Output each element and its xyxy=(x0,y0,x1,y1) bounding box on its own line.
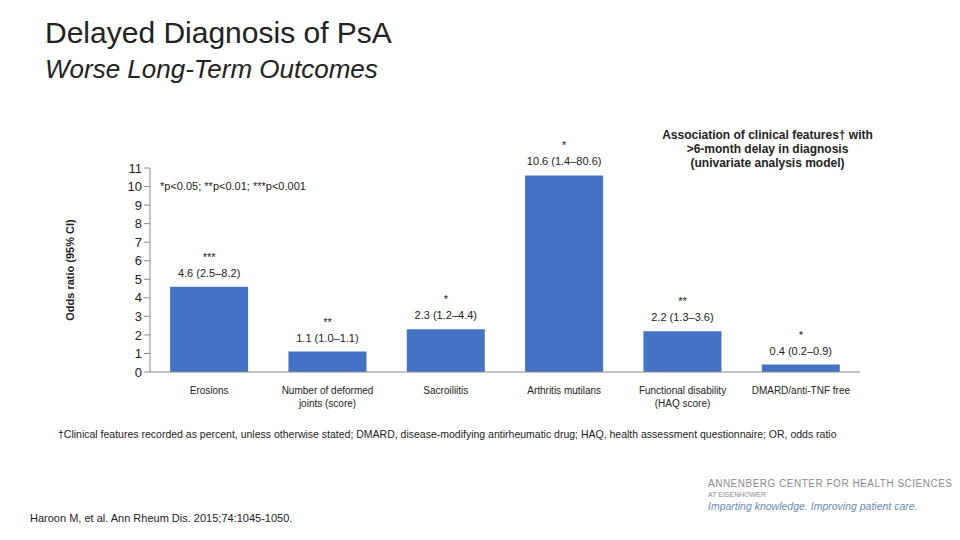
svg-text:10: 10 xyxy=(128,179,142,194)
svg-text:1.1 (1.0–1.1): 1.1 (1.0–1.1) xyxy=(296,332,358,344)
svg-text:0.4 (0.2–0.9): 0.4 (0.2–0.9) xyxy=(770,345,832,357)
svg-text:0: 0 xyxy=(135,365,142,380)
svg-text:6: 6 xyxy=(135,253,142,268)
svg-text:Odds ratio (95% CI): Odds ratio (95% CI) xyxy=(64,219,76,321)
svg-text:2.3 (1.2–4.4): 2.3 (1.2–4.4) xyxy=(415,309,477,321)
html-text:Imparting knowledge. Improving: Imparting knowledge. Improving patient c… xyxy=(708,500,918,512)
html-text:ANNENBERG CENTER FOR HEALTH SC: ANNENBERG CENTER FOR HEALTH SCIENCES xyxy=(708,478,953,489)
svg-text:2.2 (1.3–3.6): 2.2 (1.3–3.6) xyxy=(651,311,713,323)
svg-text:*: * xyxy=(562,139,567,151)
html-text:Delayed Diagnosis of PsA: Delayed Diagnosis of PsA xyxy=(45,16,392,49)
html-text:Haroon M, et al. Ann Rheum Dis: Haroon M, et al. Ann Rheum Dis. 2015;74:… xyxy=(30,512,293,524)
svg-text:**: ** xyxy=(323,316,332,328)
html-text:Worse Long-Term Outcomes: Worse Long-Term Outcomes xyxy=(45,54,378,84)
svg-text:DMARD/anti-TNF free: DMARD/anti-TNF free xyxy=(752,385,851,396)
svg-text:4: 4 xyxy=(135,290,142,305)
svg-text:1: 1 xyxy=(135,346,142,361)
svg-text:***: *** xyxy=(203,251,217,263)
svg-text:3: 3 xyxy=(135,309,142,324)
html-text:†Clinical features recorded as: †Clinical features recorded as percent, … xyxy=(58,428,837,440)
svg-text:7: 7 xyxy=(135,235,142,250)
html-text:Association of clinical featur: Association of clinical features† with >… xyxy=(662,128,873,170)
svg-text:2: 2 xyxy=(135,328,142,343)
svg-text:**: ** xyxy=(678,295,687,307)
svg-text:*: * xyxy=(799,329,804,341)
html-text:AT EISENHOWER: AT EISENHOWER xyxy=(708,491,767,498)
svg-text:Arthritis mutilans: Arthritis mutilans xyxy=(527,385,601,396)
svg-text:8: 8 xyxy=(135,216,142,231)
svg-text:Sacroiliitis: Sacroiliitis xyxy=(423,385,468,396)
svg-text:9: 9 xyxy=(135,198,142,213)
svg-text:Functional disability(HAQ scor: Functional disability(HAQ score) xyxy=(639,385,726,409)
svg-text:Erosions: Erosions xyxy=(190,385,229,396)
svg-text:Number of deformedjoints (scor: Number of deformedjoints (score) xyxy=(282,385,374,409)
html-text:*p<0.05; **p<0.01; ***p<0.001: *p<0.05; **p<0.01; ***p<0.001 xyxy=(160,180,306,192)
svg-text:5: 5 xyxy=(135,272,142,287)
svg-text:*: * xyxy=(444,293,449,305)
svg-text:4.6 (2.5–8.2): 4.6 (2.5–8.2) xyxy=(178,267,240,279)
svg-text:11: 11 xyxy=(129,161,143,176)
svg-text:10.6 (1.4–80.6): 10.6 (1.4–80.6) xyxy=(527,155,602,167)
